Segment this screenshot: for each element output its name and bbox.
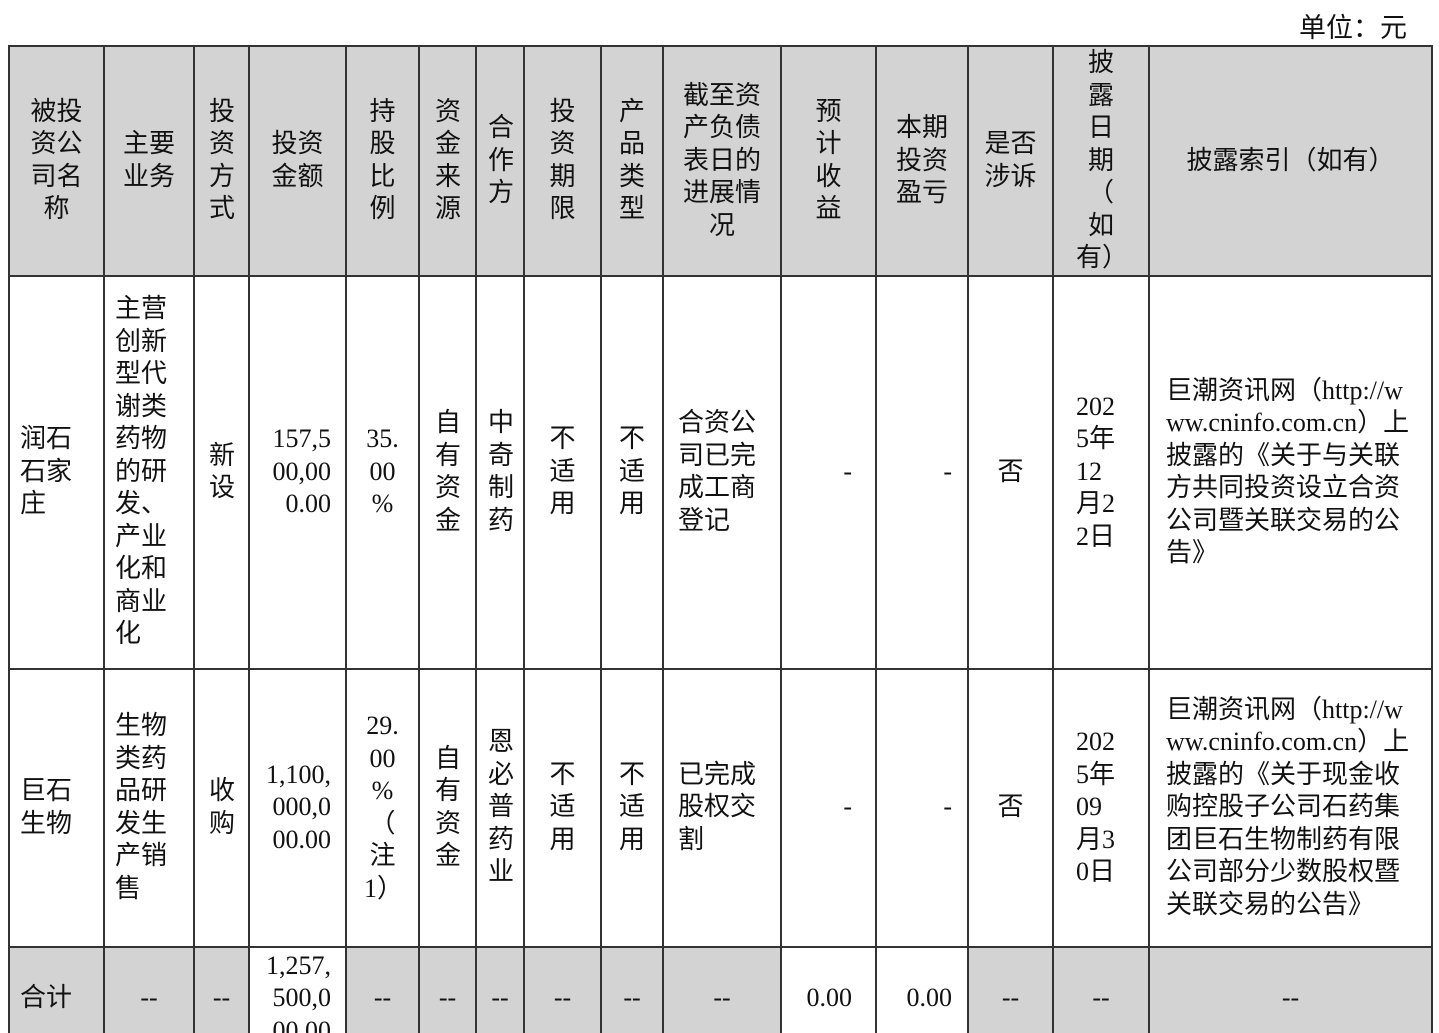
cell-period-pnl: -: [875, 667, 969, 948]
cell-product-type: 不适用: [600, 274, 664, 670]
cell-period-pnl: -: [875, 274, 969, 670]
total-dash-term: --: [523, 945, 602, 1033]
total-dash-funds: --: [418, 945, 477, 1033]
cell-term: 不适用: [523, 667, 602, 948]
cell-product-type: 不适用: [600, 667, 664, 948]
cell-method: 收购: [193, 667, 250, 948]
header-period-pnl: 本期投资盈亏: [875, 45, 969, 277]
cell-litigation: 否: [967, 667, 1054, 948]
cell-business: 主营创新型代谢类药物的研发、产业化和商业化: [103, 274, 195, 670]
investment-table: 被投资公司名称 主要业务 投资方式 投资金额 持股比例 资金来源 合作方 投资期…: [8, 45, 1433, 1033]
header-shareholding-ratio: 持股比例: [345, 45, 420, 277]
cell-business: 生物类药品研发生产销售: [103, 667, 195, 948]
cell-company: 巨石生物: [8, 667, 105, 948]
header-investment-term: 投资期限: [523, 45, 602, 277]
table-row-jushi: 巨石生物 生物类药品研发生产销售 收购 1,100,000,000.00 29.…: [8, 667, 1433, 948]
cell-ratio: 35.00%: [345, 274, 420, 670]
cell-method: 新设: [193, 274, 250, 670]
header-row: 被投资公司名称 主要业务 投资方式 投资金额 持股比例 资金来源 合作方 投资期…: [8, 45, 1433, 277]
total-dash-index: --: [1148, 945, 1433, 1033]
total-row: 合计 -- -- 1,257,500,000.00 -- -- -- -- --…: [8, 945, 1433, 1033]
header-disclosure-index: 披露索引（如有）: [1148, 45, 1433, 277]
cell-ratio: 29.00%（注1）: [345, 667, 420, 948]
total-amount: 1,257,500,000.00: [248, 945, 347, 1033]
cell-company: 润石石家庄: [8, 274, 105, 670]
cell-amount: 1,100,000,000.00: [248, 667, 347, 948]
total-dash-progress: --: [662, 945, 782, 1033]
total-dash-product: --: [600, 945, 664, 1033]
cell-disclosure-index: 巨潮资讯网（http://www.cninfo.com.cn）上披露的《关于现金…: [1148, 667, 1433, 948]
table-row-runshi: 润石石家庄 主营创新型代谢类药物的研发、产业化和商业化 新设 157,500,0…: [8, 274, 1433, 670]
cell-funds-source: 自有资金: [418, 667, 477, 948]
total-expected-return: 0.00: [780, 945, 877, 1033]
header-expected-return: 预计收益: [780, 45, 877, 277]
cell-disclosure-date: 2025年09月30日: [1052, 667, 1150, 948]
header-litigation: 是否涉诉: [967, 45, 1054, 277]
header-progress: 截至资产负债表日的进展情况: [662, 45, 782, 277]
cell-expected-return: -: [780, 667, 877, 948]
total-dash-method: --: [193, 945, 250, 1033]
total-dash-litigation: --: [967, 945, 1054, 1033]
total-dash-business: --: [103, 945, 195, 1033]
header-partner: 合作方: [475, 45, 525, 277]
total-dash-partner: --: [475, 945, 525, 1033]
cell-amount: 157,500,000.00: [248, 274, 347, 670]
cell-progress: 已完成股权交割: [662, 667, 782, 948]
header-main-business: 主要业务: [103, 45, 195, 277]
cell-term: 不适用: [523, 274, 602, 670]
unit-label: 单位：元: [1299, 13, 1407, 43]
total-dash-ratio: --: [345, 945, 420, 1033]
total-dash-date: --: [1052, 945, 1150, 1033]
cell-litigation: 否: [967, 274, 1054, 670]
header-funds-source: 资金来源: [418, 45, 477, 277]
cell-partner: 恩必普药业: [475, 667, 525, 948]
total-period-pnl: 0.00: [875, 945, 969, 1033]
header-product-type: 产品类型: [600, 45, 664, 277]
total-label: 合计: [8, 945, 105, 1033]
cell-expected-return: -: [780, 274, 877, 670]
header-invested-company: 被投资公司名称: [8, 45, 105, 277]
cell-disclosure-index: 巨潮资讯网（http://www.cninfo.com.cn）上披露的《关于与关…: [1148, 274, 1433, 670]
cell-progress: 合资公司已完成工商登记: [662, 274, 782, 670]
cell-disclosure-date: 2025年12月22日: [1052, 274, 1150, 670]
header-investment-method: 投资方式: [193, 45, 250, 277]
header-disclosure-date: 披露日期（如有）: [1052, 45, 1150, 277]
header-investment-amount: 投资金额: [248, 45, 347, 277]
cell-partner: 中奇制药: [475, 274, 525, 670]
cell-funds-source: 自有资金: [418, 274, 477, 670]
